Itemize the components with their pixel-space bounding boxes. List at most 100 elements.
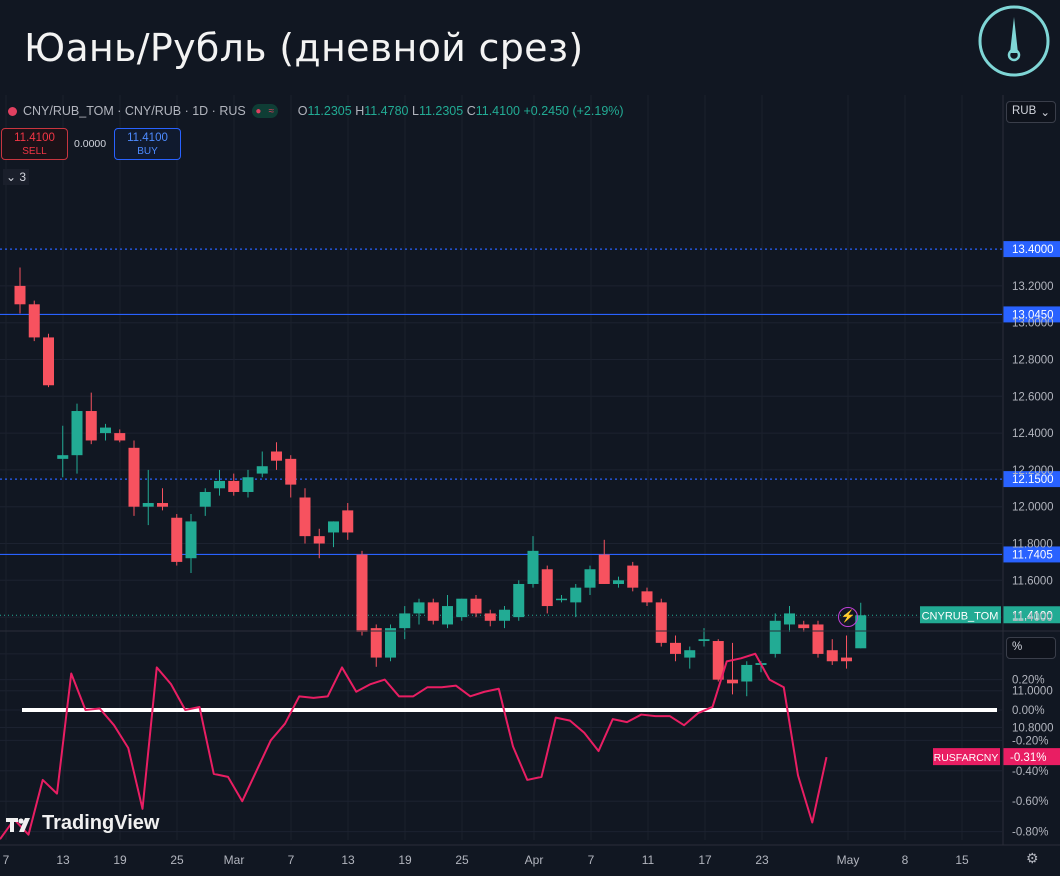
- candle: [712, 639, 724, 682]
- collapse-indicators-button[interactable]: ⌄ 3: [3, 169, 30, 185]
- lightning-icon[interactable]: ⚡: [838, 607, 858, 627]
- time-tick-label: 19: [398, 853, 412, 867]
- axes: 10.800011.000011.200011.400011.600011.80…: [0, 95, 1060, 867]
- candle-body: [456, 598, 468, 618]
- candle: [427, 598, 439, 625]
- compass-logo-icon: [978, 5, 1050, 77]
- candle-body: [499, 609, 510, 621]
- candle-body: [142, 503, 154, 507]
- candle: [71, 403, 83, 474]
- candle: [228, 473, 240, 496]
- grid-lines: [0, 95, 1002, 840]
- indicator-line: [0, 652, 828, 840]
- settings-gear-icon[interactable]: ⚙: [1026, 850, 1039, 866]
- last-price-tag: [920, 606, 1001, 624]
- candle: [627, 561, 639, 592]
- candle: [199, 488, 211, 516]
- indicator-tick-label: -0.20%: [1012, 735, 1048, 747]
- candle: [456, 598, 468, 621]
- time-tick-label: 13: [56, 853, 70, 867]
- candle: [841, 635, 852, 669]
- sell-button[interactable]: 11.4100 SELL: [1, 128, 68, 160]
- candle: [128, 440, 140, 516]
- currency-select[interactable]: RUB ⌄: [1006, 101, 1056, 123]
- candle-body: [370, 628, 382, 658]
- candle: [342, 503, 354, 540]
- candle-body: [784, 613, 795, 625]
- candle: [28, 300, 40, 342]
- candle: [399, 606, 411, 640]
- candle: [242, 469, 254, 498]
- candle-body: [228, 480, 240, 492]
- candle-body: [114, 433, 126, 441]
- price-tick-label: 10.8000: [1012, 723, 1054, 735]
- indicator-name-tag: [933, 748, 1000, 766]
- time-tick-label: 25: [455, 853, 469, 867]
- candle-body: [641, 591, 653, 603]
- buy-button[interactable]: 11.4100 BUY: [114, 128, 181, 160]
- candle: [370, 624, 382, 667]
- candle: [499, 606, 510, 629]
- indicator-value-label: -0.31%: [1010, 752, 1046, 764]
- candle: [14, 267, 26, 314]
- candle: [271, 442, 282, 470]
- candle-body: [613, 580, 624, 584]
- candle: [641, 587, 653, 607]
- page-title: Юань/Рубль (дневной срез): [24, 26, 584, 70]
- candle: [826, 639, 838, 665]
- candle-body: [712, 641, 724, 680]
- candle: [356, 550, 368, 636]
- candle: [855, 602, 867, 649]
- last-price-symbol-label: CNYRUB_TOM: [922, 610, 999, 622]
- candle-body: [85, 411, 97, 441]
- candle-body: [513, 583, 525, 618]
- candle: [812, 620, 824, 658]
- candle-body: [157, 503, 168, 507]
- candle-body: [43, 337, 54, 386]
- candle: [413, 598, 425, 625]
- candle-body: [442, 606, 453, 625]
- price-tick-label: 11.8000: [1012, 539, 1053, 551]
- symbol-label: CNY/RUB_TOM · CNY/RUB · 1D · RUS: [23, 104, 246, 118]
- time-tick-label: 7: [588, 853, 595, 867]
- candle-body: [841, 657, 852, 662]
- candle-body: [413, 602, 425, 614]
- candle-body: [826, 650, 838, 662]
- candle-body: [299, 497, 311, 537]
- candle: [313, 528, 325, 559]
- chart-legend[interactable]: CNY/RUB_TOM · CNY/RUB · 1D · RUS ● ≈ O11.…: [8, 104, 624, 118]
- tradingview-logo: TradingView: [6, 812, 159, 835]
- last-price-label: 11.4100: [1012, 610, 1053, 622]
- candle-body: [385, 628, 396, 658]
- candle-body: [171, 517, 183, 562]
- candle-body: [256, 466, 268, 474]
- time-tick-label: 7: [3, 853, 10, 867]
- candle: [613, 576, 624, 588]
- candle: [442, 595, 453, 629]
- price-level-badge: [1003, 546, 1060, 563]
- price-level-label: 12.1500: [1012, 474, 1054, 486]
- candle: [214, 469, 225, 496]
- candle: [43, 333, 54, 388]
- price-tick-label: 11.4000: [1012, 612, 1053, 624]
- ohlc-values: O11.2305 H11.4780 L11.2305 C11.4100 +0.2…: [297, 104, 624, 118]
- candle-body: [670, 642, 681, 654]
- time-tick-label: Apr: [525, 853, 544, 867]
- price-level-badge: [1003, 306, 1060, 323]
- time-tick-label: 17: [698, 853, 712, 867]
- percent-scale-select[interactable]: %: [1006, 637, 1056, 659]
- candle-body: [470, 598, 482, 614]
- candle: [185, 514, 197, 573]
- candles-series: [14, 267, 867, 697]
- indicator-series: RUSFARCNY -0.31%: [0, 652, 1060, 840]
- candle: [684, 646, 696, 669]
- market-status-toggle[interactable]: ● ≈: [251, 104, 278, 118]
- candle-body: [427, 602, 439, 621]
- candle-body: [541, 569, 553, 607]
- price-tick-label: 12.4000: [1012, 428, 1054, 440]
- time-tick-label: 23: [755, 853, 769, 867]
- candle: [328, 521, 339, 548]
- time-tick-label: 7: [288, 853, 295, 867]
- candle: [385, 624, 396, 662]
- indicator-name-label: RUSFARCNY: [934, 752, 999, 764]
